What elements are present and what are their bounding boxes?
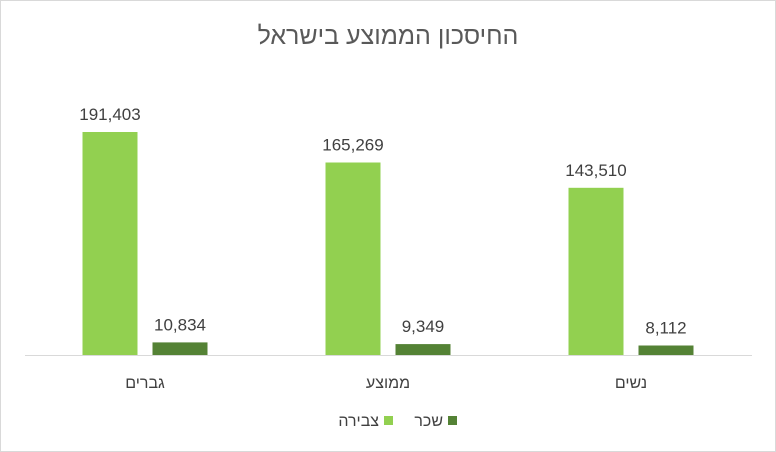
- data-label-1-2: 8,112: [645, 319, 686, 338]
- chart-title: החיסכון הממוצע בישראל: [258, 22, 519, 50]
- legend-swatch-0: [384, 416, 393, 425]
- legend-label-0: צבירה: [338, 413, 379, 430]
- bar-0-1: [325, 162, 381, 355]
- category-label-2: נשים: [615, 375, 647, 392]
- bar-0-2: [568, 187, 624, 355]
- bar-1-1: [395, 344, 451, 355]
- data-label-1-1: 9,349: [402, 317, 445, 336]
- legend-swatch-1: [448, 416, 457, 425]
- category-label-0: גברים: [125, 375, 165, 392]
- legend-label-1: שכר: [414, 413, 443, 430]
- data-label-0-2: 143,510: [565, 161, 626, 180]
- bar-1-0: [152, 342, 208, 355]
- data-label-0-0: 191,403: [79, 105, 140, 124]
- bar-0-0: [82, 132, 138, 355]
- category-label-1: ממוצע: [366, 375, 410, 392]
- data-label-0-1: 165,269: [322, 136, 383, 155]
- bar-1-2: [638, 345, 694, 355]
- data-label-1-0: 10,834: [154, 315, 206, 334]
